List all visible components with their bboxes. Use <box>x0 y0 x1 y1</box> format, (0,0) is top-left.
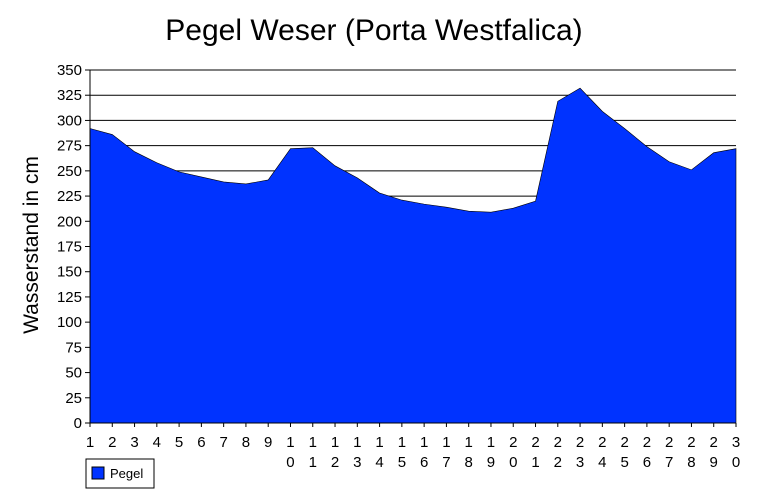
x-tick-label: 2 <box>108 434 116 451</box>
y-tick-label: 350 <box>57 62 82 79</box>
y-tick-label: 0 <box>74 415 82 432</box>
x-tick-label: 4 <box>598 454 606 471</box>
y-axis-title: Wasserstand in cm <box>20 156 43 334</box>
y-tick-label: 175 <box>57 239 82 256</box>
x-tick-label: 1 <box>442 434 450 451</box>
y-tick-label: 75 <box>65 339 82 356</box>
y-tick-label: 275 <box>57 138 82 155</box>
legend: Pegel <box>85 458 155 489</box>
x-tick-label: 3 <box>130 434 138 451</box>
y-tick-label: 300 <box>57 112 82 129</box>
x-tick-label: 1 <box>86 434 94 451</box>
x-tick-label: 1 <box>487 434 495 451</box>
y-tick-label: 150 <box>57 264 82 281</box>
y-tick-label: 50 <box>65 365 82 382</box>
y-axis-ticks: 0 25 50 75 100 125 150 175 200 225 250 275 300 325 350 <box>57 62 90 432</box>
x-tick-label: 1 <box>398 434 406 451</box>
x-tick-label: 0 <box>286 454 294 471</box>
x-tick-label: 1 <box>286 434 294 451</box>
x-axis-ticks: 1 2 3 4 5 6 7 8 9 1011121314151617181920212223242… <box>86 423 740 471</box>
x-tick-label: 1 <box>420 434 428 451</box>
x-tick-label: 7 <box>442 454 450 471</box>
x-tick-label: 4 <box>153 434 161 451</box>
x-tick-label: 1 <box>353 434 361 451</box>
x-tick-label: 2 <box>509 434 517 451</box>
x-tick-label: 8 <box>687 454 695 471</box>
x-tick-label: 6 <box>420 454 428 471</box>
legend-label-pegel: Pegel <box>110 466 143 481</box>
x-tick-label: 5 <box>175 434 183 451</box>
x-tick-label: 2 <box>687 434 695 451</box>
y-tick-label: 100 <box>57 314 82 331</box>
x-tick-label: 2 <box>710 434 718 451</box>
x-tick-label: 2 <box>331 454 339 471</box>
x-tick-label: 2 <box>531 434 539 451</box>
x-tick-label: 7 <box>665 454 673 471</box>
x-tick-label: 5 <box>398 454 406 471</box>
y-tick-label: 225 <box>57 188 82 205</box>
x-tick-label: 4 <box>375 454 383 471</box>
x-tick-label: 2 <box>554 454 562 471</box>
x-tick-label: 1 <box>331 434 339 451</box>
y-tick-label: 125 <box>57 289 82 306</box>
x-tick-label: 1 <box>309 454 317 471</box>
y-tick-label: 25 <box>65 390 82 407</box>
x-tick-label: 2 <box>665 434 673 451</box>
x-tick-label: 8 <box>242 434 250 451</box>
pegel-area <box>89 87 737 424</box>
x-tick-label: 3 <box>732 434 740 451</box>
x-tick-label: 1 <box>309 434 317 451</box>
x-tick-label: 3 <box>576 454 584 471</box>
x-tick-label: 9 <box>487 454 495 471</box>
y-tick-label: 250 <box>57 163 82 180</box>
x-tick-label: 9 <box>710 454 718 471</box>
x-tick-label: 2 <box>554 434 562 451</box>
x-tick-label: 6 <box>197 434 205 451</box>
x-tick-label: 1 <box>465 434 473 451</box>
x-tick-label: 6 <box>643 454 651 471</box>
x-tick-label: 5 <box>620 454 628 471</box>
legend-swatch-pegel <box>91 466 105 480</box>
x-tick-label: 1 <box>531 454 539 471</box>
chart-title: Pegel Weser (Porta Westfalica) <box>165 14 582 47</box>
x-tick-label: 0 <box>509 454 517 471</box>
x-tick-label: 8 <box>465 454 473 471</box>
x-tick-label: 2 <box>620 434 628 451</box>
x-tick-label: 3 <box>353 454 361 471</box>
x-tick-label: 1 <box>375 434 383 451</box>
x-tick-label: 0 <box>732 454 740 471</box>
x-tick-label: 7 <box>219 434 227 451</box>
x-tick-label: 2 <box>598 434 606 451</box>
x-tick-label: 9 <box>264 434 272 451</box>
x-tick-label: 2 <box>576 434 584 451</box>
x-tick-label: 2 <box>643 434 651 451</box>
y-tick-label: 200 <box>57 213 82 230</box>
y-tick-label: 325 <box>57 87 82 104</box>
